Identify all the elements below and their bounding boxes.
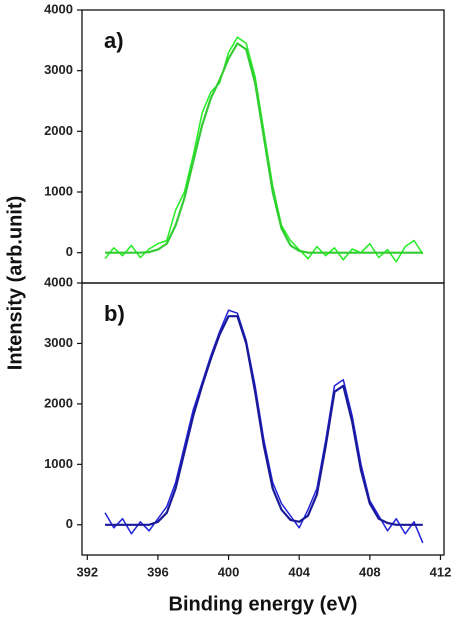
data-line bbox=[105, 42, 423, 254]
plot-frame bbox=[81, 9, 445, 284]
x-tick-label: 408 bbox=[359, 564, 381, 579]
data-line bbox=[105, 315, 423, 526]
panel-label: a) bbox=[104, 28, 124, 53]
panel-label: b) bbox=[104, 301, 125, 326]
data-line bbox=[104, 36, 424, 263]
y-axis-title: Intensity (arb.unit) bbox=[4, 196, 26, 370]
y-tick-label: 3000 bbox=[44, 335, 73, 350]
y-tick-label: 2000 bbox=[44, 123, 73, 138]
x-tick-label: 400 bbox=[218, 564, 240, 579]
y-tick-label: 2000 bbox=[44, 395, 73, 410]
y-tick-label: 4000 bbox=[44, 1, 73, 16]
y-tick-label: 1000 bbox=[44, 183, 73, 198]
x-axis-title: Binding energy (eV) bbox=[169, 593, 358, 615]
y-tick-label: 0 bbox=[66, 516, 73, 531]
x-tick-label: 404 bbox=[288, 564, 310, 579]
y-tick-label: 3000 bbox=[44, 62, 73, 77]
y-tick-label: 1000 bbox=[44, 456, 73, 471]
data-line bbox=[104, 309, 424, 544]
y-tick-label: 4000 bbox=[44, 274, 73, 289]
y-tick-label: 0 bbox=[66, 244, 73, 259]
x-tick-label: 392 bbox=[76, 564, 98, 579]
x-tick-label: 396 bbox=[147, 564, 169, 579]
plot-frame bbox=[81, 282, 445, 556]
x-tick-label: 412 bbox=[430, 564, 452, 579]
